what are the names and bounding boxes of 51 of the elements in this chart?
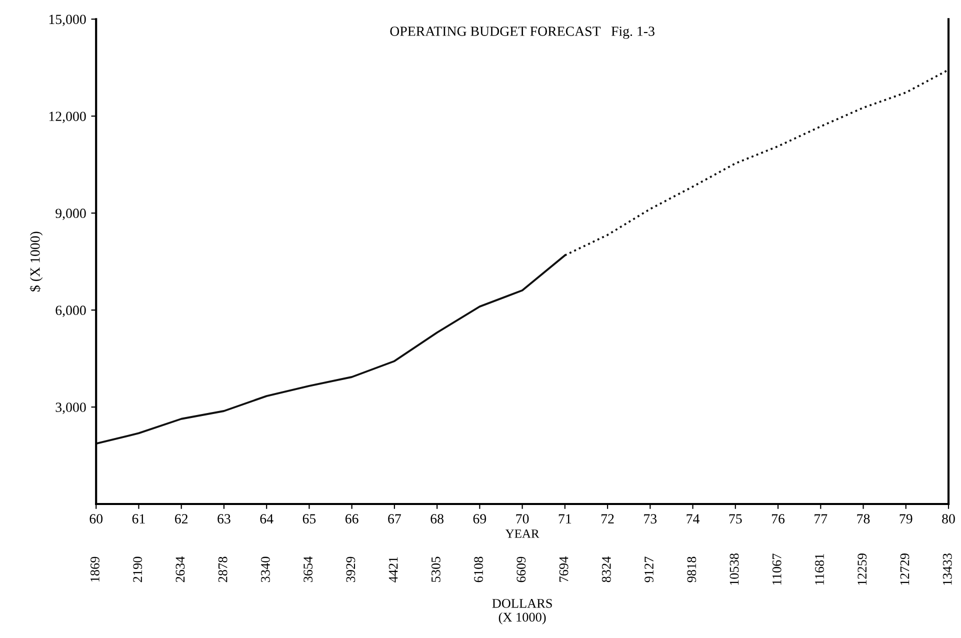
x-tick-label: 69 <box>473 514 486 524</box>
x-tick-label: 62 <box>174 514 188 524</box>
text: 12259 <box>858 554 867 585</box>
x-tick-label: 79 <box>900 514 912 524</box>
x-tick-label: 80 <box>942 514 955 524</box>
chart-title: OPERATING BUDGET FORECAST Fig. 1-3 <box>390 26 654 39</box>
x-tick-label: 68 <box>430 514 444 524</box>
y-tick-label: 3,000 <box>56 402 86 414</box>
x-tick-label: 73 <box>644 514 657 524</box>
text: 9127 <box>644 556 654 582</box>
y-tick-label: 15,000 <box>49 14 86 26</box>
y-tick-label: 6,000 <box>56 306 86 318</box>
x-tick-label: 61 <box>132 514 145 524</box>
x-tick-label: 67 <box>388 514 401 524</box>
x-tick-label: 65 <box>302 514 316 524</box>
x-tick-label: 60 <box>90 514 103 524</box>
text: 13433 <box>942 554 952 585</box>
text: 7694 <box>559 556 568 582</box>
y-tick-label: 12,000 <box>49 112 86 124</box>
text: 6108 <box>474 556 483 582</box>
text: 1869 <box>90 556 100 582</box>
text: 2190 <box>133 556 142 582</box>
x-tick-label: 75 <box>729 514 742 524</box>
text: 3929 <box>346 556 356 582</box>
text: 8324 <box>602 556 611 582</box>
text: 3340 <box>260 556 270 582</box>
text: 6609 <box>516 556 526 582</box>
text: 5305 <box>431 556 440 582</box>
text: 10538 <box>730 553 739 585</box>
x-tick-label: 78 <box>857 514 870 524</box>
x-tick-label: 66 <box>345 514 358 524</box>
y-tick-label: 9,000 <box>56 208 86 220</box>
x-tick-label: 70 <box>516 514 529 524</box>
text: 12729 <box>900 554 910 585</box>
text: 9818 <box>687 556 696 582</box>
text: 2878 <box>218 556 228 582</box>
text: 4421 <box>388 557 398 582</box>
x-tick-label: 64 <box>260 514 274 524</box>
text: 11681 <box>815 554 824 585</box>
text: DOLLARS (X 1000) <box>492 598 552 624</box>
x-tick-label: 63 <box>218 514 230 524</box>
x-tick-label: 77 <box>814 514 828 524</box>
x-tick-label: 76 <box>772 514 785 524</box>
text: 11067 <box>772 554 782 585</box>
x-tick-label: 74 <box>686 514 700 524</box>
text: 2634 <box>176 556 185 582</box>
x-axis-title: YEAR <box>505 530 540 538</box>
text: 3654 <box>304 556 313 582</box>
y-axis-title: $ (X 1000) <box>30 232 43 292</box>
x-tick-label: 71 <box>558 514 572 524</box>
x-tick-label: 72 <box>602 514 614 524</box>
